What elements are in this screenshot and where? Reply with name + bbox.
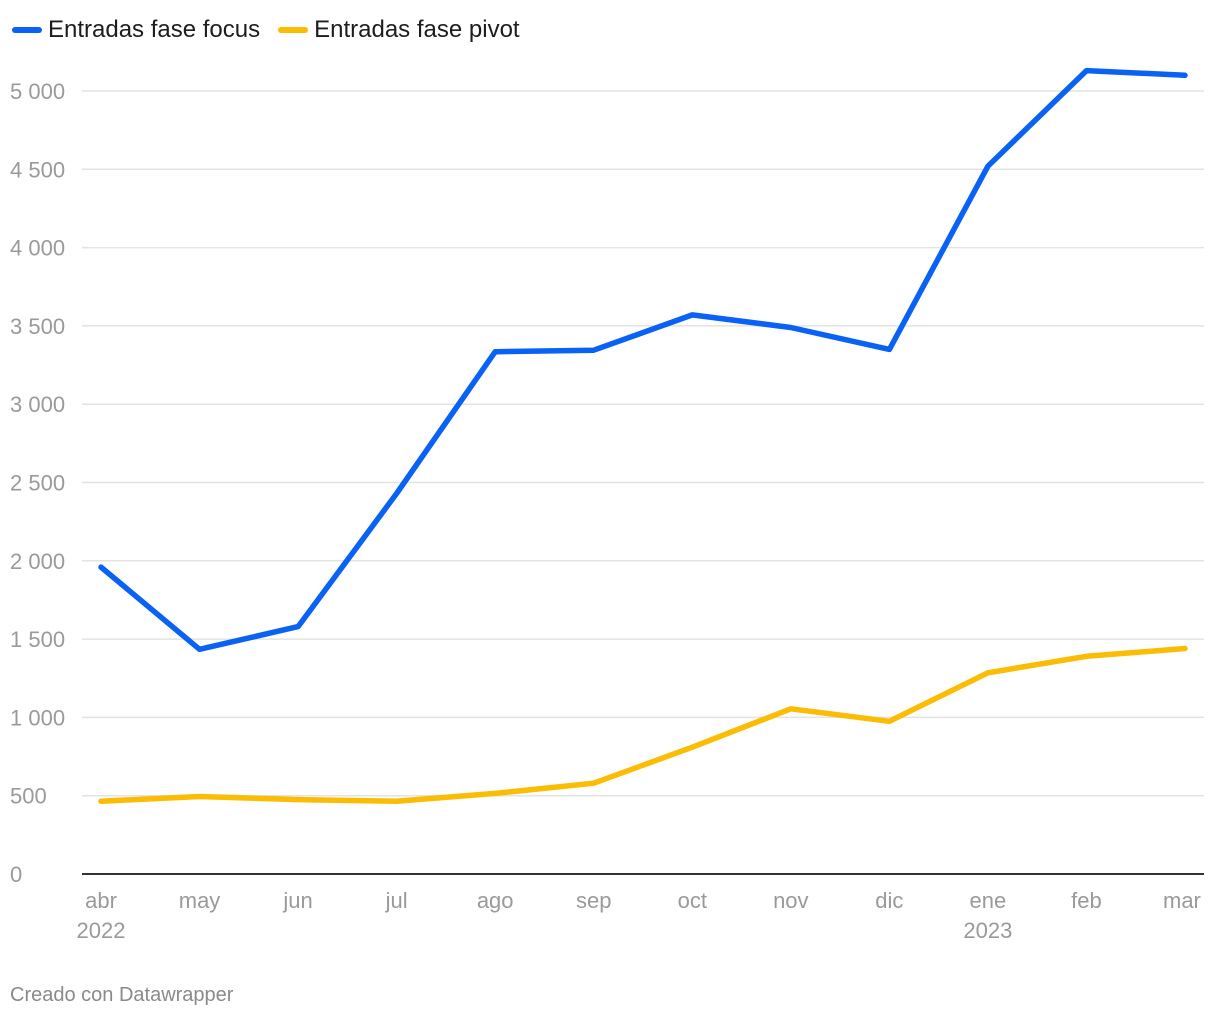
- x-tick-label: nov: [773, 888, 808, 913]
- y-tick-label: 2 500: [10, 471, 65, 496]
- y-tick-label: 3 500: [10, 314, 65, 339]
- legend-label-pivot: Entradas fase pivot: [314, 16, 520, 43]
- x-tick-label: ene: [970, 888, 1007, 913]
- y-tick-label: 2 000: [10, 549, 65, 574]
- chart-credit: Creado con Datawrapper: [10, 984, 234, 1006]
- x-tick-label: may: [179, 888, 221, 913]
- x-tick-label: abr: [85, 888, 117, 913]
- y-tick-label: 500: [10, 784, 47, 809]
- x-tick-label: oct: [678, 888, 707, 913]
- y-tick-label: 0: [10, 862, 22, 887]
- x-tick-label: jun: [282, 888, 312, 913]
- legend-item-pivot: Entradas fase pivot: [278, 16, 520, 44]
- chart-legend: Entradas fase focus Entradas fase pivot: [12, 14, 520, 46]
- x-tick-label: ago: [477, 888, 514, 913]
- y-tick-label: 4 000: [10, 236, 65, 261]
- y-tick-label: 1 000: [10, 705, 65, 730]
- y-tick-label: 5 000: [10, 79, 65, 104]
- x-year-label: 2022: [77, 918, 126, 943]
- legend-label-focus: Entradas fase focus: [48, 16, 261, 43]
- legend-item-focus: Entradas fase focus: [12, 16, 260, 44]
- series-line-pivot: [98, 645, 1188, 804]
- y-tick-label: 3 000: [10, 392, 65, 417]
- y-tick-label: 4 500: [10, 157, 65, 182]
- x-tick-label: mar: [1163, 888, 1201, 913]
- legend-swatch-pivot: [278, 27, 309, 33]
- x-tick-label: sep: [576, 888, 611, 913]
- x-tick-label: feb: [1071, 888, 1102, 913]
- x-tick-label: jul: [385, 888, 408, 913]
- x-axis-ticks: abr 2022 may jun jul ago sep oct nov dic ene 2023 fe…: [77, 888, 1201, 943]
- x-year-label: 2023: [963, 918, 1012, 943]
- series-lines: [98, 67, 1188, 804]
- legend-swatch-focus: [12, 27, 42, 33]
- gridlines: [82, 90, 1204, 875]
- y-tick-label: 1 500: [10, 627, 65, 652]
- x-tick-label: dic: [875, 888, 903, 913]
- series-line-focus: [98, 67, 1188, 653]
- y-axis-ticks: 0 500 1 000 1 500 2 000 2 500 3 000 3 500 4 000 4…: [10, 79, 65, 887]
